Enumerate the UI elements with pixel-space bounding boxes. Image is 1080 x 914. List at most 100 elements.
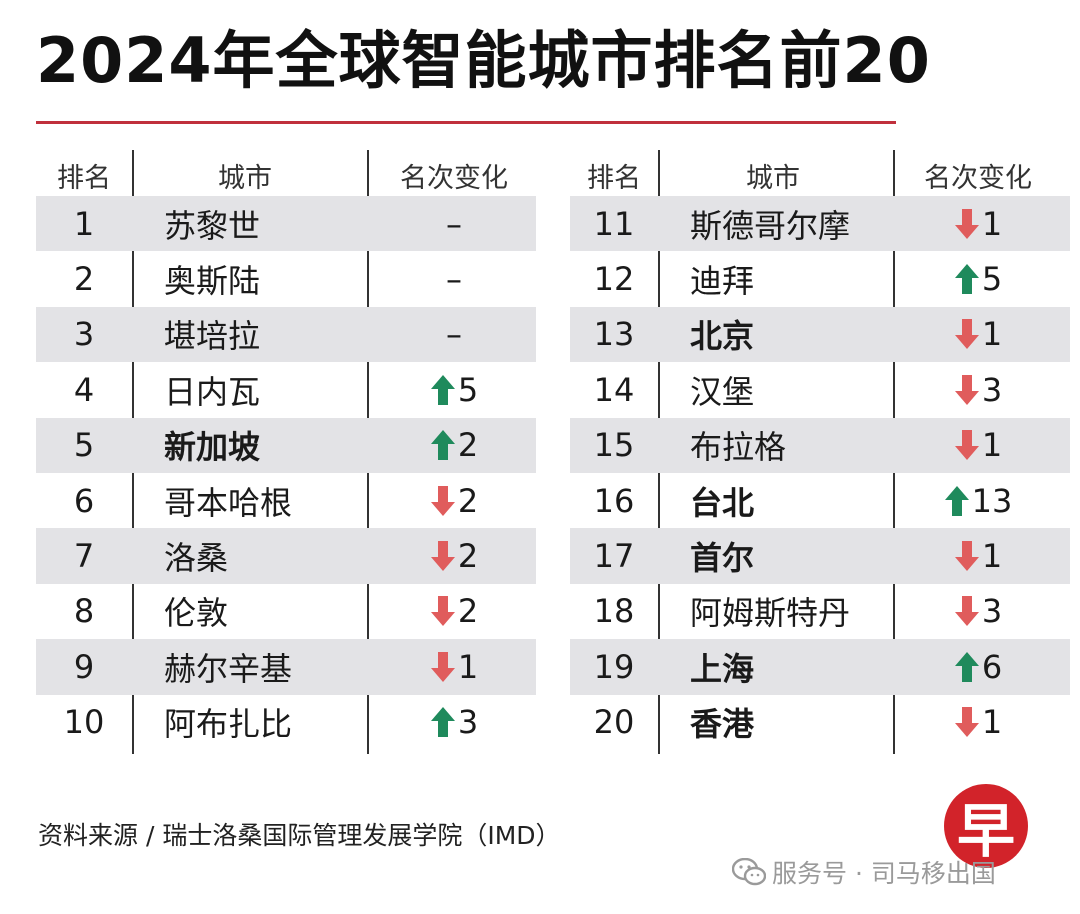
rank-cell: 10 [63, 703, 105, 742]
rank-cell: 17 [593, 537, 635, 576]
change-cell: 2 [372, 592, 536, 630]
change-cell: – [372, 205, 536, 243]
rank-cell: 11 [593, 204, 635, 243]
table-row: 10 阿布扎比 3 [36, 695, 536, 750]
city-cell: 阿布扎比 [164, 705, 293, 744]
change-cell: 1 [372, 648, 536, 686]
up-arrow-icon [430, 707, 455, 738]
rank-cell: 14 [593, 370, 635, 409]
header-change: 名次变化 [924, 163, 1032, 194]
logo-char: 早 [956, 797, 1015, 865]
rank-cell: 16 [593, 481, 635, 520]
change-value: 13 [971, 481, 1013, 520]
change-value: 2 [457, 592, 479, 631]
change-value: 2 [457, 426, 479, 465]
header-rank: 排名 [57, 163, 111, 194]
down-arrow-icon [954, 208, 979, 239]
rank-cell: 9 [73, 647, 95, 686]
change-value: 3 [457, 703, 479, 742]
page-title: 2024年全球智能城市排名前20 [36, 24, 931, 97]
rank-cell: 4 [73, 370, 95, 409]
city-cell: 首尔 [690, 539, 755, 578]
table-row: 14 汉堡 3 [570, 362, 1070, 417]
down-arrow-icon [430, 541, 455, 572]
change-value: 1 [457, 647, 479, 686]
table-row: 15 布拉格 1 [570, 417, 1070, 473]
city-cell: 台北 [690, 483, 755, 522]
up-arrow-icon [430, 374, 455, 405]
table-row: 20 香港 1 [570, 695, 1070, 750]
header-change: 名次变化 [400, 163, 508, 194]
change-cell: 1 [896, 703, 1060, 741]
table-row: 2 奥斯陆 – [36, 251, 536, 306]
table-row: 6 哥本哈根 2 [36, 473, 536, 528]
rank-cell: 5 [73, 426, 95, 465]
table-row: 8 伦敦 2 [36, 584, 536, 639]
change-cell: 3 [896, 592, 1060, 630]
city-cell: 阿姆斯特丹 [690, 594, 851, 633]
change-cell: 5 [896, 260, 1060, 298]
change-value: 3 [981, 592, 1003, 631]
change-cell: 1 [896, 205, 1060, 243]
change-value: 2 [457, 481, 479, 520]
down-arrow-icon [430, 596, 455, 627]
down-arrow-icon [954, 541, 979, 572]
change-cell: 2 [372, 482, 536, 520]
city-cell: 北京 [690, 317, 755, 356]
title-divider [36, 121, 896, 124]
header-city: 城市 [746, 163, 800, 194]
up-arrow-icon [944, 485, 969, 516]
change-cell: – [372, 260, 536, 298]
rank-cell: 7 [73, 537, 95, 576]
header-city: 城市 [218, 163, 272, 194]
rank-cell: 19 [593, 647, 635, 686]
up-arrow-icon [954, 264, 979, 295]
rank-cell: 20 [593, 703, 635, 742]
down-arrow-icon [954, 707, 979, 738]
change-value: 2 [457, 537, 479, 576]
rank-cell: 3 [73, 315, 95, 354]
ranking-table-right: 排名 城市 名次变化 11 斯德哥尔摩 1 12 迪拜 5 13 北京 1 14 汉堡 3 15 布拉格 1… [570, 150, 1070, 754]
change-cell: 1 [896, 315, 1060, 353]
table-row: 1 苏黎世 – [36, 196, 536, 252]
table-row: 18 阿姆斯特丹 3 [570, 584, 1070, 639]
rank-cell: 18 [593, 592, 635, 631]
change-value: 1 [981, 315, 1003, 354]
city-cell: 香港 [690, 705, 755, 744]
change-value: – [446, 260, 462, 299]
table-row: 17 首尔 1 [570, 528, 1070, 584]
table-row: 7 洛桑 2 [36, 528, 536, 584]
table-row: 16 台北 13 [570, 473, 1070, 528]
change-cell: 13 [896, 482, 1060, 520]
wechat-icon [732, 858, 766, 886]
up-arrow-icon [954, 651, 979, 682]
rank-cell: 12 [593, 260, 635, 299]
table-row: 12 迪拜 5 [570, 251, 1070, 306]
table-header: 排名 城市 名次变化 [36, 150, 536, 196]
change-value: – [446, 204, 462, 243]
change-cell: – [372, 315, 536, 353]
change-cell: 3 [372, 703, 536, 741]
table-row: 9 赫尔辛基 1 [36, 639, 536, 695]
city-cell: 奥斯陆 [164, 262, 261, 301]
zaobao-logo: 早 [944, 784, 1028, 868]
rank-cell: 15 [593, 426, 635, 465]
ranking-table-left: 排名 城市 名次变化 1 苏黎世 – 2 奥斯陆 – 3 堪培拉 – 4 日内瓦 5 5 新加坡 2 6 哥本哈… [36, 150, 536, 754]
table-row: 5 新加坡 2 [36, 417, 536, 473]
table-row: 11 斯德哥尔摩 1 [570, 196, 1070, 252]
rank-cell: 6 [73, 481, 95, 520]
change-cell: 2 [372, 426, 536, 464]
city-cell: 赫尔辛基 [164, 649, 293, 688]
change-cell: 1 [896, 537, 1060, 575]
change-cell: 1 [896, 426, 1060, 464]
down-arrow-icon [430, 485, 455, 516]
change-value: – [446, 315, 462, 354]
change-value: 1 [981, 537, 1003, 576]
table-row: 19 上海 6 [570, 639, 1070, 695]
city-cell: 哥本哈根 [164, 483, 293, 522]
change-value: 3 [981, 370, 1003, 409]
watermark: 服务号 · 司马移出国 [732, 854, 996, 890]
table-body: 11 斯德哥尔摩 1 12 迪拜 5 13 北京 1 14 汉堡 3 15 布拉格 1 16 台北 13 17 首尔 1… [570, 196, 1070, 750]
down-arrow-icon [954, 596, 979, 627]
rank-cell: 13 [593, 315, 635, 354]
